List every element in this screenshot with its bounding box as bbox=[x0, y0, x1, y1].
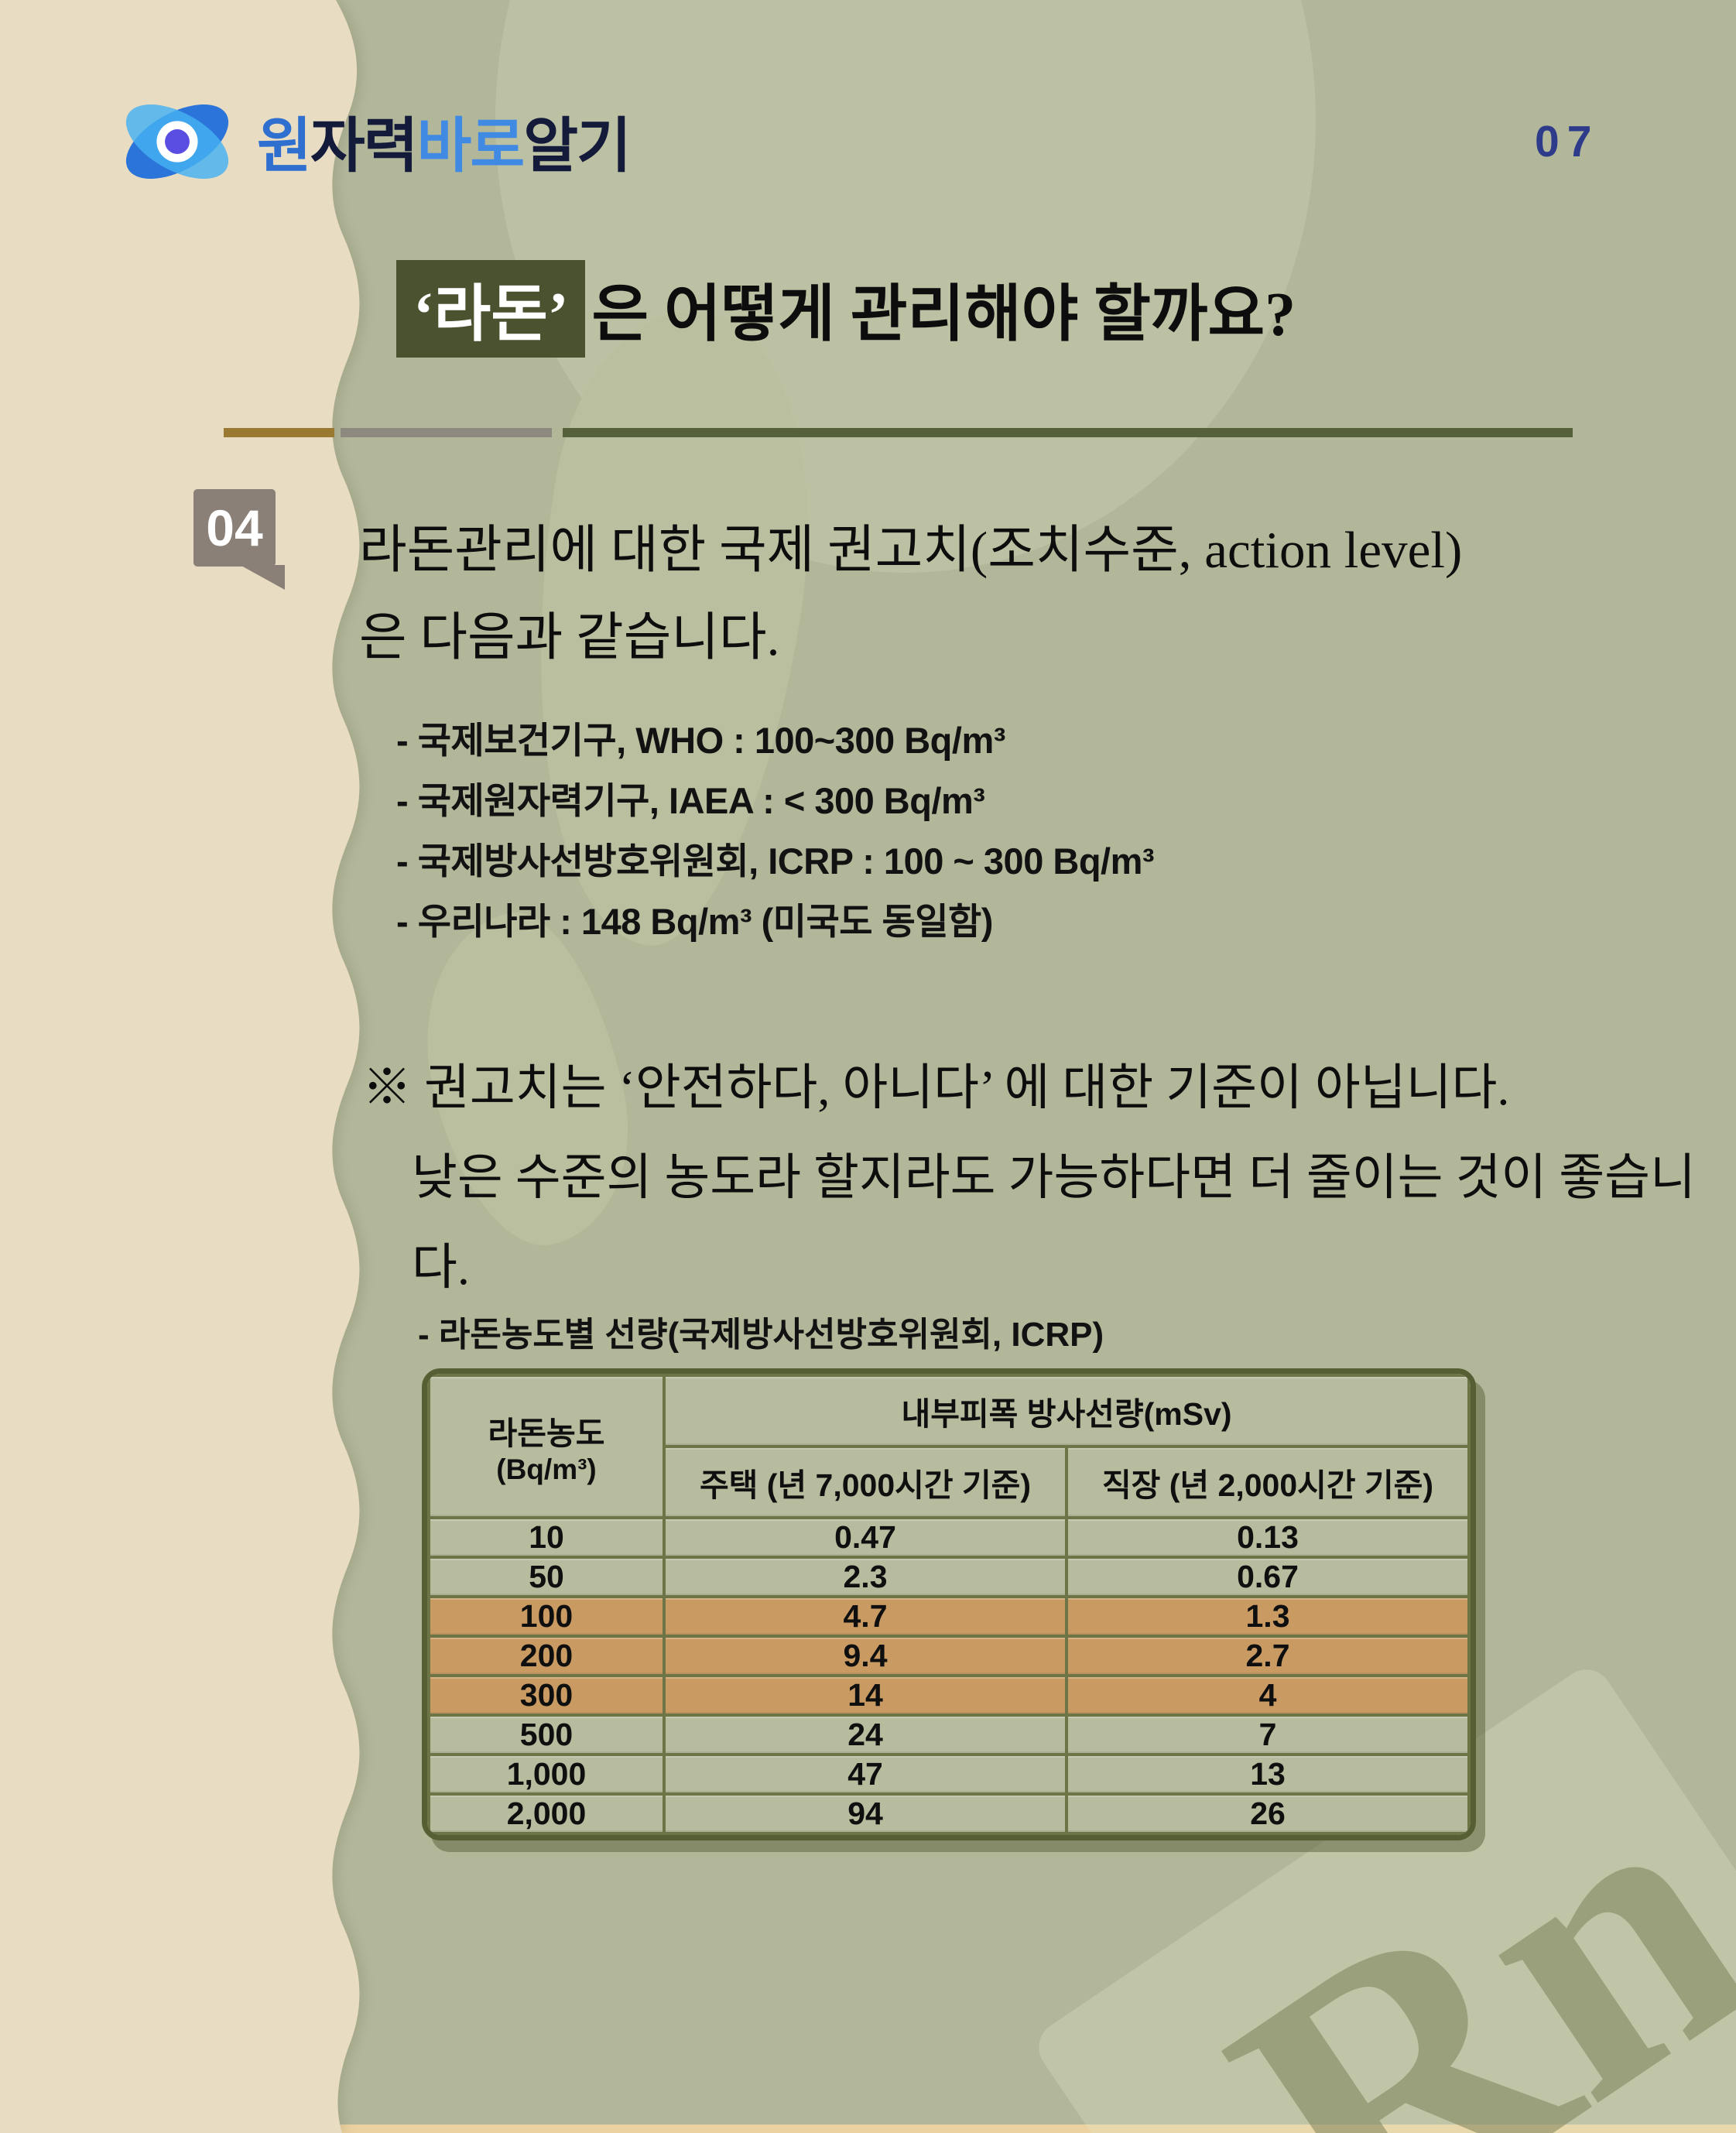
atom-icon bbox=[108, 81, 246, 202]
logo-text-part2: 자력 bbox=[310, 113, 419, 180]
header-radon-concentration: 라돈농도 (Bq/m³) bbox=[427, 1374, 666, 1519]
list-item-icrp: - 국제방사선방호위원회, ICRP : 100 ~ 300 Bq/m³ bbox=[396, 841, 1155, 882]
cell-home-dose: 0.47 bbox=[663, 1516, 1068, 1559]
table-row-2000: 2,000 94 26 bbox=[427, 1792, 1471, 1835]
table-row-50: 50 2.3 0.67 bbox=[427, 1556, 1471, 1598]
cell-work-dose: 0.67 bbox=[1065, 1556, 1471, 1598]
section-paragraph: 라돈관리에 대한 국제 권고치(조치수준, action level) 은 다음… bbox=[359, 507, 1462, 682]
cell-concentration: 10 bbox=[427, 1516, 666, 1559]
cell-home-dose: 94 bbox=[663, 1792, 1068, 1835]
table-header-row1: 라돈농도 (Bq/m³) 내부피폭 방사선량(mSv) bbox=[427, 1374, 1471, 1519]
cell-concentration: 2,000 bbox=[427, 1792, 666, 1835]
cell-concentration: 200 bbox=[427, 1635, 666, 1677]
list-item-korea: - 우리나라 : 148 Bq/m³ (미국도 동일함) bbox=[396, 901, 993, 942]
table-row-10: 10 0.47 0.13 bbox=[427, 1516, 1471, 1559]
table-row-500: 500 24 7 bbox=[427, 1714, 1471, 1756]
logo-text: 원자력바로알기 bbox=[257, 98, 632, 184]
cell-work-dose: 4 bbox=[1065, 1674, 1471, 1717]
cell-home-dose: 9.4 bbox=[663, 1635, 1068, 1677]
header-radon-concentration-label: 라돈농도 bbox=[488, 1416, 605, 1451]
cell-concentration: 1,000 bbox=[427, 1753, 666, 1796]
list-item-who: - 국제보건기구, WHO : 100~300 Bq/m³ bbox=[396, 720, 1005, 761]
note-line2: 낮은 수준의 농도라 할지라도 가능하다면 더 줄이는 것이 좋습니다. bbox=[412, 1150, 1696, 1295]
divider-gray-segment bbox=[341, 428, 552, 437]
section-number-badge: 04 bbox=[193, 489, 276, 567]
recommendation-list: - 국제보건기구, WHO : 100~300 Bq/m³ - 국제원자력기구,… bbox=[396, 710, 1155, 952]
cell-concentration: 500 bbox=[427, 1714, 666, 1756]
paragraph-line2: 은 다음과 같습니다. bbox=[359, 609, 780, 666]
table-row-1000: 1,000 47 13 bbox=[427, 1753, 1471, 1796]
paragraph-line1: 라돈관리에 대한 국제 권고치(조치수준, action level) bbox=[359, 522, 1463, 579]
cell-work-dose: 7 bbox=[1065, 1714, 1471, 1756]
header-radon-concentration-unit: (Bq/m³) bbox=[496, 1453, 597, 1485]
table-row-200-highlighted: 200 9.4 2.7 bbox=[427, 1635, 1471, 1677]
table-row-100-highlighted: 100 4.7 1.3 bbox=[427, 1595, 1471, 1638]
section-badge-tail bbox=[240, 565, 285, 590]
table-row-300-highlighted: 300 14 4 bbox=[427, 1674, 1471, 1717]
divider-olive-segment bbox=[563, 428, 1573, 437]
title-rest: 은 어떻게 관리해야 할까요? bbox=[591, 281, 1296, 349]
cell-home-dose: 14 bbox=[663, 1674, 1068, 1717]
header-workplace: 직장 (년 2,000시간 기준) bbox=[1065, 1445, 1471, 1519]
section-divider bbox=[224, 428, 1573, 437]
page-title: ‘라돈’ 은 어떻게 관리해야 할까요? bbox=[396, 260, 1296, 358]
cell-work-dose: 0.13 bbox=[1065, 1516, 1471, 1559]
cell-concentration: 100 bbox=[427, 1595, 666, 1638]
cell-concentration: 50 bbox=[427, 1556, 666, 1598]
list-item-iaea: - 국제원자력기구, IAEA : < 300 Bq/m³ bbox=[396, 780, 985, 821]
logo-text-part3: 바로 bbox=[416, 113, 526, 180]
note-line1: ※ 권고치는 ‘안전하다, 아니다’ 에 대한 기준이 아닙니다. bbox=[362, 1060, 1510, 1115]
cell-home-dose: 24 bbox=[663, 1714, 1068, 1756]
header-internal-exposure: 내부피폭 방사선량(mSv) bbox=[663, 1374, 1471, 1448]
bottom-accent-strip bbox=[0, 2124, 1736, 2133]
note: ※ 권고치는 ‘안전하다, 아니다’ 에 대한 기준이 아닙니다. 낮은 수준의… bbox=[362, 1043, 1736, 1313]
table-header-row2: 주택 (년 7,000시간 기준) 직장 (년 2,000시간 기준) bbox=[429, 1445, 1471, 1519]
cell-work-dose: 13 bbox=[1065, 1753, 1471, 1796]
dose-table-container: 라돈농도 (Bq/m³) 내부피폭 방사선량(mSv) 주택 (년 7,000시… bbox=[422, 1368, 1476, 1840]
divider-brown-segment bbox=[224, 428, 334, 437]
cell-concentration: 300 bbox=[427, 1674, 666, 1717]
cell-work-dose: 1.3 bbox=[1065, 1595, 1471, 1638]
logo-text-part1: 원 bbox=[257, 113, 312, 180]
header-home: 주택 (년 7,000시간 기준) bbox=[663, 1445, 1068, 1519]
logo: 원자력바로알기 bbox=[108, 77, 632, 205]
logo-text-part4: 알기 bbox=[523, 113, 632, 180]
cell-home-dose: 4.7 bbox=[663, 1595, 1068, 1638]
table-caption: - 라돈농도별 선량(국제방사선방호위원회, ICRP) bbox=[418, 1316, 1104, 1354]
title-highlight-radon: ‘라돈’ bbox=[396, 260, 586, 358]
cell-work-dose: 26 bbox=[1065, 1792, 1471, 1835]
dose-table: 라돈농도 (Bq/m³) 내부피폭 방사선량(mSv) 주택 (년 7,000시… bbox=[427, 1374, 1471, 1835]
page-number: 07 bbox=[1535, 117, 1600, 166]
cell-work-dose: 2.7 bbox=[1065, 1635, 1471, 1677]
cell-home-dose: 47 bbox=[663, 1753, 1068, 1796]
cell-home-dose: 2.3 bbox=[663, 1556, 1068, 1598]
